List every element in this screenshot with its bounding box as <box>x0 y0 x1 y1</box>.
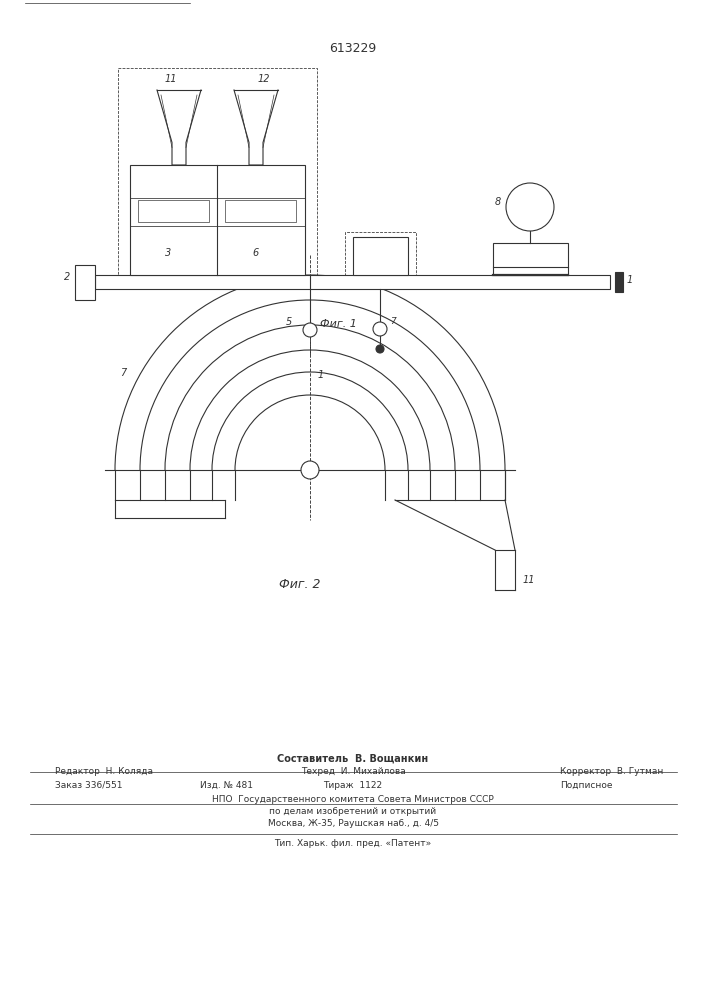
Bar <box>138 200 209 222</box>
Text: 12: 12 <box>258 74 271 84</box>
Text: 7: 7 <box>390 316 396 326</box>
Text: Изд. № 481: Изд. № 481 <box>200 781 253 790</box>
Text: 1: 1 <box>318 370 325 380</box>
Text: 5: 5 <box>286 317 292 327</box>
Text: 8: 8 <box>495 197 501 207</box>
Text: Москва, Ж-35, Раушская наб., д. 4/5: Москва, Ж-35, Раушская наб., д. 4/5 <box>267 819 438 828</box>
Text: 613229: 613229 <box>329 42 377 55</box>
Text: Тираж  1122: Тираж 1122 <box>323 781 382 790</box>
Text: Техред  И. Михайлова: Техред И. Михайлова <box>300 767 405 776</box>
Circle shape <box>303 323 317 337</box>
Bar <box>95 275 610 289</box>
Text: 11: 11 <box>523 575 535 585</box>
Bar <box>353 237 407 275</box>
Text: Составитель  В. Вощанкин: Составитель В. Вощанкин <box>277 754 428 764</box>
Text: 3: 3 <box>165 248 172 258</box>
Text: 6: 6 <box>253 248 259 258</box>
Bar <box>75 264 95 300</box>
Text: по делам изобретений и открытий: по делам изобретений и открытий <box>269 807 436 816</box>
Bar <box>225 200 296 222</box>
Text: 11: 11 <box>165 74 177 84</box>
Text: Корректор  В. Гутман: Корректор В. Гутман <box>560 767 663 776</box>
Circle shape <box>506 183 554 231</box>
Circle shape <box>376 345 384 353</box>
Text: Фиг. 2: Фиг. 2 <box>279 578 321 591</box>
Text: 2: 2 <box>64 272 70 282</box>
Bar <box>344 232 416 280</box>
Bar <box>130 165 305 275</box>
Circle shape <box>301 461 319 479</box>
Text: Фиг. 1: Фиг. 1 <box>320 319 357 329</box>
Text: 7: 7 <box>120 367 127 377</box>
Circle shape <box>373 322 387 336</box>
Text: 1: 1 <box>627 275 633 285</box>
Text: Редактор  Н. Коляда: Редактор Н. Коляда <box>55 767 153 776</box>
Bar <box>615 272 623 292</box>
Text: НПО  Государственного комитета Совета Министров СССР: НПО Государственного комитета Совета Мин… <box>212 795 494 804</box>
Text: Заказ 336/551: Заказ 336/551 <box>55 781 122 790</box>
Bar <box>493 243 568 275</box>
Bar <box>118 68 317 287</box>
Text: Тип. Харьк. фил. пред. «Патент»: Тип. Харьк. фил. пред. «Патент» <box>274 839 432 848</box>
Text: Подписное: Подписное <box>560 781 612 790</box>
